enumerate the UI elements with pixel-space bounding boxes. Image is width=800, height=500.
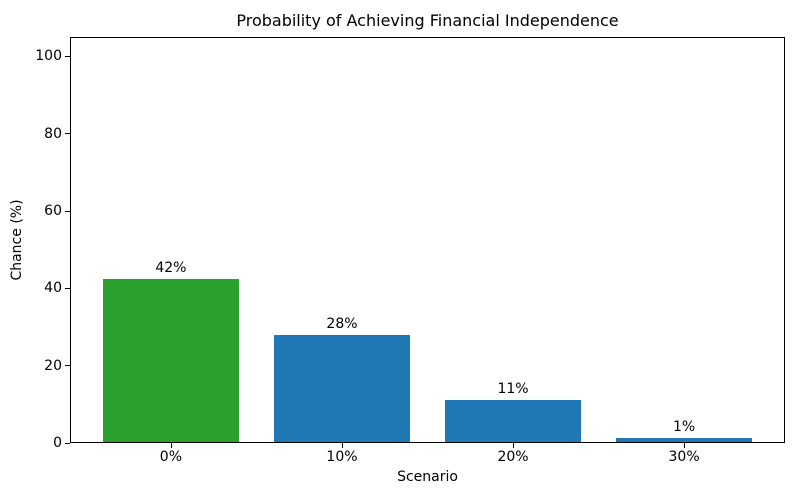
y-axis-tick [65,133,70,135]
y-tick-label: 100 [35,48,62,65]
x-tick-label: 30% [668,449,700,465]
chart-title: Probability of Achieving Financial Indep… [236,11,619,30]
x-tick-label: 10% [326,449,358,465]
bar-value-label: 42% [155,259,187,276]
y-axis-tick [65,365,70,367]
x-tick-label: 20% [497,449,529,465]
bar-value-label: 28% [326,315,358,332]
bar [444,400,582,443]
y-tick-label: 80 [44,125,62,142]
x-axis-tick [170,443,172,448]
x-tick-label: 0% [159,449,183,465]
x-axis-label: Scenario [397,469,458,485]
y-tick-label: 60 [44,203,62,219]
y-axis-tick [65,210,70,212]
y-axis-tick [65,55,70,57]
bar [615,437,753,443]
bar [102,278,240,443]
bar-value-label: 1% [672,418,696,435]
bar-value-label: 11% [497,381,529,398]
y-axis-tick [65,287,70,289]
x-axis-tick [513,443,515,448]
y-tick-label: 0 [53,435,62,451]
x-axis-tick [684,443,686,448]
bar [273,334,411,443]
y-axis-tick [65,442,70,444]
y-tick-label: 20 [44,357,62,374]
y-tick-label: 40 [44,280,62,297]
x-axis-tick [341,443,343,448]
